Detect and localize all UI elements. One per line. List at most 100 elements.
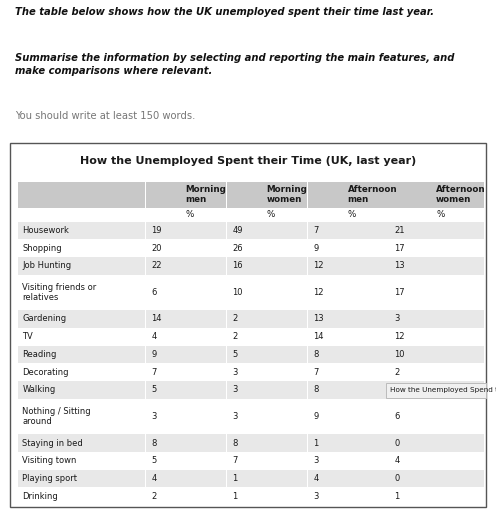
Bar bbox=[388, 208, 484, 222]
Bar bbox=[146, 364, 226, 381]
Text: Housework: Housework bbox=[22, 226, 69, 235]
Text: 3: 3 bbox=[151, 412, 157, 421]
Text: 7: 7 bbox=[313, 368, 318, 377]
Text: TV: TV bbox=[22, 332, 33, 341]
Text: 1: 1 bbox=[232, 492, 238, 501]
Bar bbox=[146, 208, 226, 222]
Text: %: % bbox=[186, 210, 194, 219]
Text: 0: 0 bbox=[394, 474, 399, 483]
Bar bbox=[308, 399, 387, 434]
Text: 26: 26 bbox=[232, 244, 243, 252]
Text: Nothing / Sitting
around: Nothing / Sitting around bbox=[22, 407, 91, 426]
Text: 1: 1 bbox=[313, 439, 318, 447]
Bar bbox=[388, 310, 484, 328]
Bar bbox=[308, 239, 387, 257]
Bar bbox=[388, 487, 484, 505]
Text: Summarise the information by selecting and reporting the main features, and
make: Summarise the information by selecting a… bbox=[15, 53, 454, 76]
Bar bbox=[388, 257, 484, 274]
Bar bbox=[146, 274, 226, 310]
Text: 2: 2 bbox=[394, 368, 399, 377]
Bar bbox=[18, 470, 145, 487]
Bar bbox=[388, 470, 484, 487]
Text: %: % bbox=[266, 210, 275, 219]
Bar bbox=[18, 452, 145, 470]
Text: The table below shows how the UK unemployed spent their time last year.: The table below shows how the UK unemplo… bbox=[15, 7, 434, 17]
Bar bbox=[227, 208, 307, 222]
Bar bbox=[227, 346, 307, 364]
Text: 3: 3 bbox=[313, 456, 318, 465]
Bar bbox=[18, 239, 145, 257]
Bar bbox=[227, 470, 307, 487]
Bar bbox=[227, 364, 307, 381]
Text: Drinking: Drinking bbox=[22, 492, 58, 501]
Bar bbox=[18, 434, 145, 452]
Text: 7: 7 bbox=[232, 456, 238, 465]
Bar bbox=[18, 182, 145, 208]
Bar bbox=[146, 182, 226, 208]
Text: Reading: Reading bbox=[22, 350, 57, 359]
Text: 13: 13 bbox=[394, 261, 405, 270]
Bar bbox=[18, 257, 145, 274]
Text: 13: 13 bbox=[313, 314, 324, 324]
Text: 3: 3 bbox=[232, 368, 238, 377]
Text: 7: 7 bbox=[151, 368, 157, 377]
Bar bbox=[308, 182, 387, 208]
Text: 14: 14 bbox=[151, 314, 162, 324]
Text: 17: 17 bbox=[394, 244, 405, 252]
Text: 6: 6 bbox=[394, 412, 400, 421]
Text: Visiting friends or
relatives: Visiting friends or relatives bbox=[22, 283, 97, 302]
Bar bbox=[227, 274, 307, 310]
Bar bbox=[386, 383, 486, 398]
Bar bbox=[146, 257, 226, 274]
Bar bbox=[388, 274, 484, 310]
Bar bbox=[308, 434, 387, 452]
Text: How the Unemployed Spend their: How the Unemployed Spend their bbox=[390, 387, 496, 393]
Bar bbox=[308, 222, 387, 239]
Bar bbox=[308, 487, 387, 505]
Bar bbox=[18, 274, 145, 310]
Text: 20: 20 bbox=[151, 244, 162, 252]
Bar bbox=[227, 182, 307, 208]
Bar bbox=[18, 346, 145, 364]
Text: Visiting town: Visiting town bbox=[22, 456, 77, 465]
Text: 4: 4 bbox=[151, 474, 157, 483]
Bar bbox=[146, 452, 226, 470]
Bar bbox=[227, 222, 307, 239]
Text: Afternoon
women: Afternoon women bbox=[436, 185, 486, 204]
Text: Decorating: Decorating bbox=[22, 368, 69, 377]
Bar bbox=[18, 381, 145, 399]
Bar bbox=[146, 222, 226, 239]
Text: 2: 2 bbox=[232, 314, 238, 324]
Text: 3: 3 bbox=[232, 386, 238, 394]
Text: 4: 4 bbox=[394, 456, 399, 465]
Bar bbox=[388, 434, 484, 452]
Text: 9: 9 bbox=[313, 412, 318, 421]
Text: 3: 3 bbox=[313, 492, 318, 501]
Text: 0: 0 bbox=[394, 439, 399, 447]
Bar bbox=[18, 208, 145, 222]
Text: 17: 17 bbox=[394, 288, 405, 297]
Bar bbox=[388, 399, 484, 434]
Bar bbox=[388, 222, 484, 239]
Bar bbox=[227, 434, 307, 452]
Text: Walking: Walking bbox=[22, 386, 56, 394]
Text: 16: 16 bbox=[232, 261, 243, 270]
Text: 9: 9 bbox=[313, 244, 318, 252]
Bar bbox=[227, 239, 307, 257]
Text: 12: 12 bbox=[313, 261, 324, 270]
Bar bbox=[227, 399, 307, 434]
Text: Gardening: Gardening bbox=[22, 314, 66, 324]
Text: 2: 2 bbox=[151, 492, 157, 501]
Text: 1: 1 bbox=[394, 492, 399, 501]
Text: 1: 1 bbox=[232, 474, 238, 483]
Bar bbox=[227, 257, 307, 274]
Bar bbox=[388, 452, 484, 470]
Bar bbox=[146, 399, 226, 434]
Text: 19: 19 bbox=[151, 226, 162, 235]
Text: 8: 8 bbox=[151, 439, 157, 447]
Text: 5: 5 bbox=[151, 456, 157, 465]
Text: %: % bbox=[348, 210, 356, 219]
Text: 2: 2 bbox=[232, 332, 238, 341]
Text: 8: 8 bbox=[313, 350, 318, 359]
Bar bbox=[227, 381, 307, 399]
